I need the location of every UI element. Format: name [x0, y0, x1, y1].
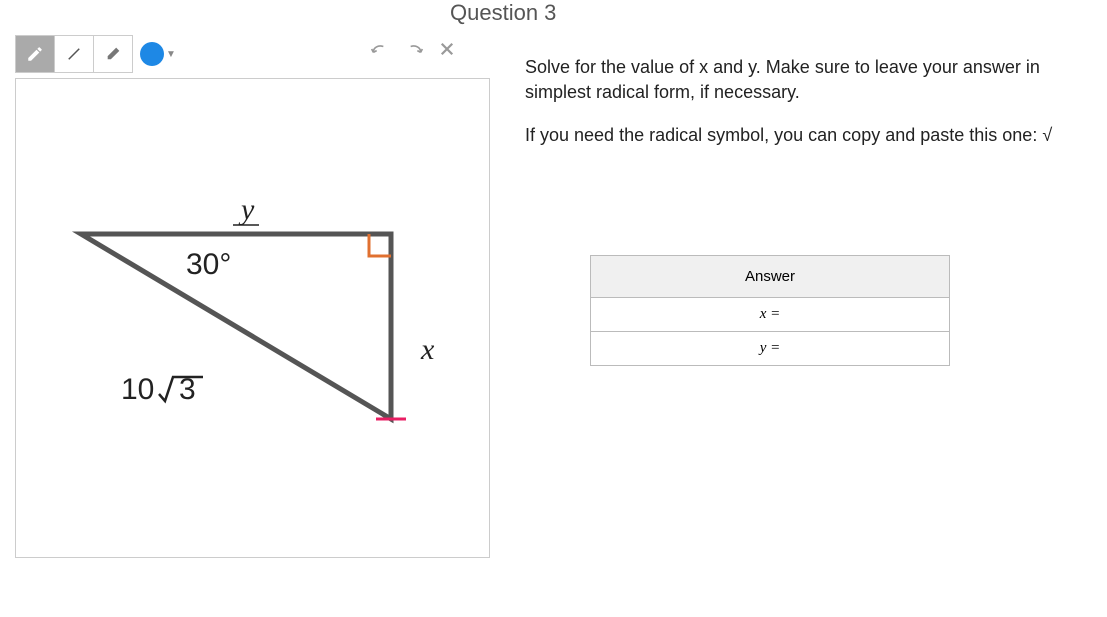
pencil-tool-button[interactable]	[15, 35, 55, 73]
close-icon	[438, 40, 456, 58]
answer-table: Answer x = y =	[590, 255, 950, 366]
drawing-toolbar: ▼	[15, 35, 176, 73]
undo-icon	[370, 41, 390, 57]
answer-row-x[interactable]: x =	[591, 298, 950, 332]
redo-button[interactable]	[404, 41, 424, 62]
svg-text:10: 10	[121, 373, 154, 406]
svg-text:3: 3	[179, 373, 196, 406]
answer-header: Answer	[591, 256, 950, 298]
undo-button[interactable]	[370, 41, 390, 62]
eraser-icon	[104, 45, 122, 63]
question-title: Question 3	[450, 0, 556, 26]
redo-icon	[404, 41, 424, 57]
line-icon	[65, 45, 83, 63]
answer-row-y[interactable]: y =	[591, 332, 950, 366]
color-swatch[interactable]	[140, 42, 164, 66]
close-button[interactable]	[438, 38, 456, 64]
triangle-diagram: y 30° x 10 3	[51, 179, 471, 459]
undo-redo-group	[370, 38, 456, 64]
eraser-tool-button[interactable]	[93, 35, 133, 73]
pencil-icon	[26, 45, 44, 63]
svg-text:x: x	[420, 333, 435, 366]
svg-text:y: y	[238, 193, 255, 226]
instruction-line-1: Solve for the value of x and y. Make sur…	[525, 55, 1065, 105]
svg-text:30°: 30°	[186, 248, 231, 281]
instruction-line-2: If you need the radical symbol, you can …	[525, 123, 1065, 148]
color-dropdown-arrow[interactable]: ▼	[166, 49, 176, 60]
instructions-text: Solve for the value of x and y. Make sur…	[525, 55, 1065, 167]
drawing-canvas[interactable]: y 30° x 10 3	[15, 78, 490, 558]
line-tool-button[interactable]	[54, 35, 94, 73]
